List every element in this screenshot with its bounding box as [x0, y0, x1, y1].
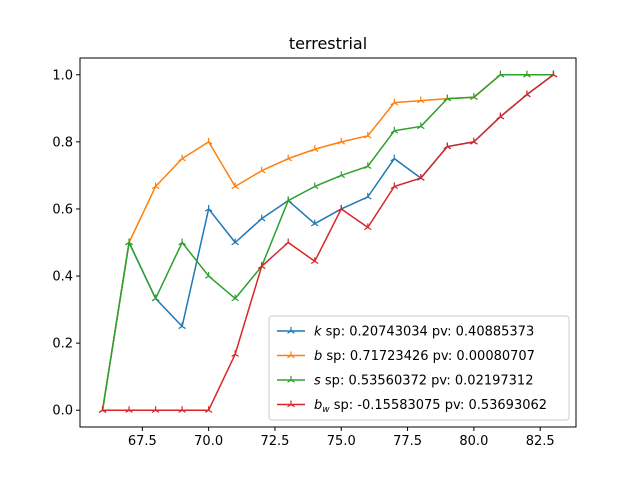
x-tick-label: 77.5	[393, 434, 422, 449]
data-point	[257, 166, 266, 174]
legend-item: s sp: 0.53560372 pv: 0.02197312	[277, 374, 533, 389]
data-point	[151, 182, 160, 190]
data-point	[204, 272, 213, 279]
y-axis: 0.0 0.2 0.4 0.6 0.8 1.0	[52, 68, 80, 419]
data-point	[151, 406, 160, 413]
series-line	[102, 74, 554, 411]
plot-frame	[79, 57, 577, 428]
data-point	[496, 70, 505, 78]
legend: k sp: 0.20743034 pv: 0.40885373 b sp: 0.7…	[268, 315, 570, 421]
data-point	[178, 238, 186, 246]
data-point	[125, 406, 133, 413]
data-point	[363, 223, 372, 231]
data-point	[390, 154, 399, 162]
data-point	[337, 171, 346, 179]
data-point	[125, 238, 133, 246]
data-point	[443, 94, 452, 102]
legend-box	[268, 315, 570, 421]
x-tick-label: 67.5	[128, 434, 157, 449]
legend-label: s sp: 0.53560372 pv: 0.02197312	[314, 374, 533, 389]
y-tick-label: 0.6	[52, 202, 73, 217]
legend-marker	[287, 351, 295, 359]
x-tick-label: 75.0	[327, 434, 356, 449]
data-point	[151, 294, 160, 302]
data-point	[523, 90, 531, 98]
data-point	[98, 406, 107, 413]
series-2	[98, 70, 558, 413]
data-point	[231, 294, 239, 302]
data-point	[178, 322, 186, 330]
data-point	[284, 238, 293, 246]
data-point	[310, 257, 319, 264]
x-axis: 67.5 70.0 72.5 75.0 77.5 80.0 82.5	[128, 427, 555, 449]
data-point	[231, 350, 239, 357]
data-point	[417, 122, 425, 130]
data-point	[549, 70, 558, 78]
data-point	[310, 145, 319, 152]
plot-series	[98, 70, 558, 413]
data-point	[363, 192, 372, 200]
legend-label: b sp: 0.71723426 pv: 0.00080707	[314, 349, 535, 364]
data-point	[470, 93, 478, 100]
data-point	[204, 406, 213, 413]
y-tick-label: 0.0	[52, 404, 73, 419]
data-point	[257, 214, 266, 222]
data-point	[390, 182, 399, 190]
data-point	[390, 126, 399, 134]
series-line	[101, 74, 554, 411]
legend-marker	[287, 327, 295, 334]
legend-item: b sp: 0.71723426 pv: 0.00080707	[277, 349, 535, 364]
data-point	[390, 98, 399, 106]
data-point	[284, 154, 293, 162]
data-point	[470, 137, 478, 145]
y-tick-label: 0.2	[52, 337, 73, 352]
x-tick-label: 82.5	[526, 434, 555, 449]
data-point	[523, 70, 531, 78]
data-point	[178, 406, 186, 413]
data-point	[363, 131, 372, 139]
data-point	[231, 182, 239, 190]
data-point	[204, 204, 213, 212]
legend-label: bw sp: -0.15583075 pv: 0.53693062	[314, 398, 547, 415]
x-tick-label: 70.0	[194, 434, 223, 449]
data-point	[257, 262, 266, 270]
series-3	[98, 70, 558, 413]
legend-marker	[287, 400, 295, 408]
data-point	[443, 142, 452, 150]
legend-item: k sp: 0.20743034 pv: 0.40885373	[277, 325, 534, 340]
legend-item: bw sp: -0.15583075 pv: 0.53693062	[277, 398, 547, 415]
y-tick-label: 1.0	[52, 68, 73, 83]
data-point	[310, 182, 319, 190]
data-point	[284, 196, 293, 204]
data-point	[417, 96, 425, 104]
data-point	[496, 112, 505, 120]
data-point	[337, 137, 346, 145]
y-tick-label: 0.4	[52, 270, 73, 285]
y-tick-label: 0.8	[52, 135, 73, 150]
data-point	[363, 162, 372, 170]
data-point	[337, 204, 346, 212]
data-point	[178, 154, 186, 162]
data-point	[231, 238, 239, 246]
chart-title: terrestrial	[289, 34, 367, 53]
data-point	[417, 174, 425, 181]
x-tick-label: 72.5	[260, 434, 289, 449]
legend-marker	[287, 376, 295, 383]
data-point	[204, 137, 213, 145]
data-point	[310, 219, 319, 227]
legend-label: k sp: 0.20743034 pv: 0.40885373	[314, 325, 534, 340]
x-tick-label: 80.0	[459, 434, 488, 449]
